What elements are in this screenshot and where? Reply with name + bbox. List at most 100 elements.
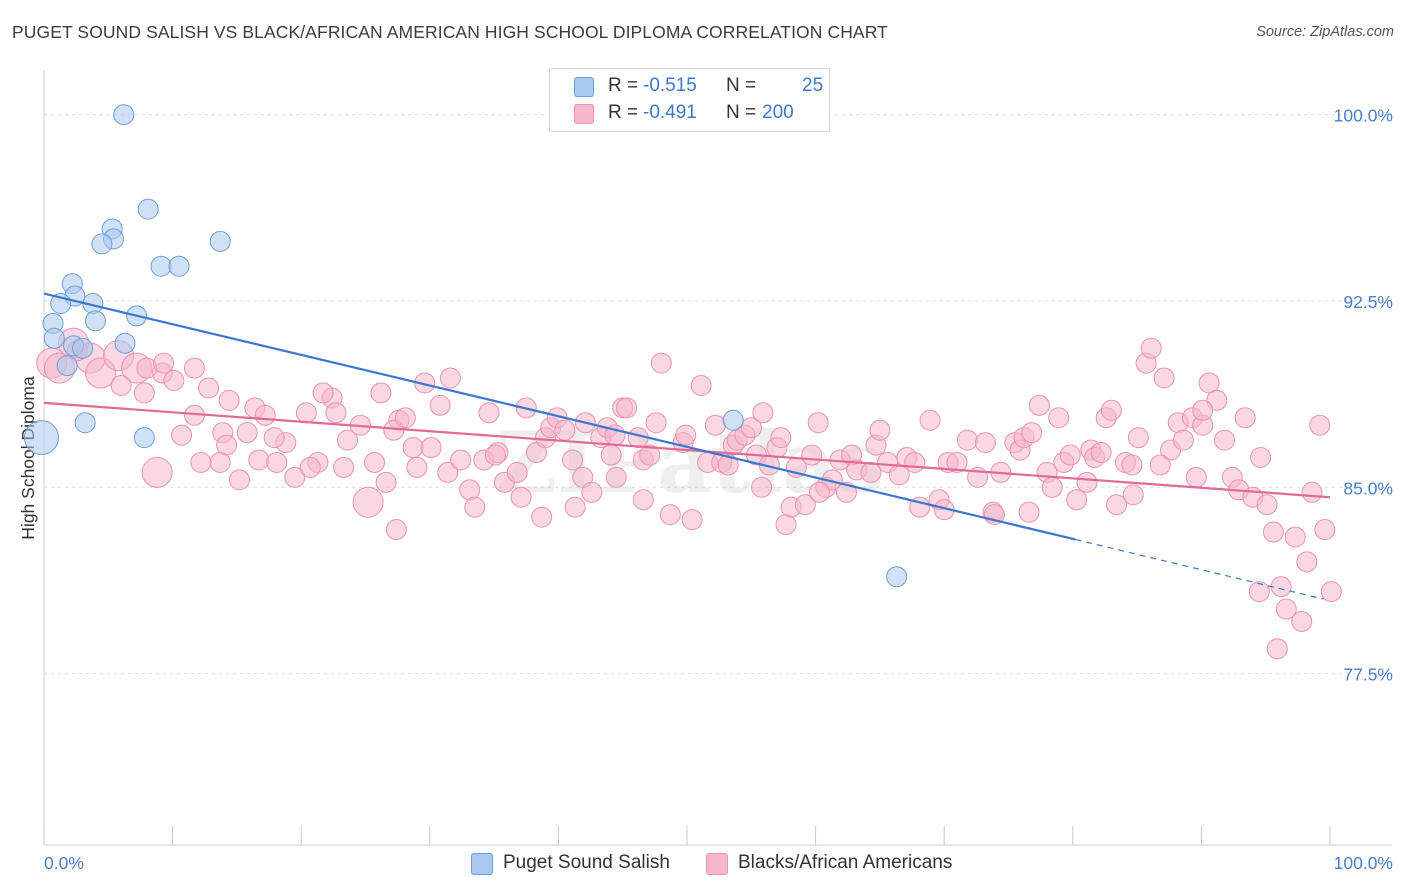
source-label: Source: ZipAtlas.com bbox=[1256, 24, 1394, 40]
data-point bbox=[236, 422, 258, 444]
data-point bbox=[1296, 551, 1318, 573]
data-point bbox=[375, 471, 397, 493]
data-point bbox=[228, 469, 250, 491]
data-point bbox=[1266, 638, 1288, 660]
data-point bbox=[1198, 372, 1220, 394]
data-point bbox=[775, 514, 797, 536]
data-point bbox=[133, 382, 155, 404]
data-point bbox=[1041, 476, 1063, 498]
trend-line-salish bbox=[43, 292, 1076, 541]
data-point bbox=[1153, 367, 1175, 389]
data-point bbox=[406, 456, 428, 478]
series-salish bbox=[23, 104, 908, 588]
data-point bbox=[1275, 598, 1297, 620]
data-point bbox=[478, 402, 500, 424]
data-point bbox=[605, 466, 627, 488]
data-point bbox=[429, 394, 451, 416]
data-point bbox=[163, 369, 185, 391]
y-tick-label: 100.0% bbox=[1334, 106, 1393, 126]
data-point bbox=[74, 412, 96, 434]
data-point bbox=[1140, 337, 1162, 359]
data-point bbox=[370, 382, 392, 404]
legend-r-value: -0.491 bbox=[643, 102, 697, 123]
data-point bbox=[645, 412, 667, 434]
data-point bbox=[437, 461, 459, 483]
data-point bbox=[171, 424, 193, 446]
data-point bbox=[1301, 481, 1323, 503]
data-point bbox=[1028, 394, 1050, 416]
data-point bbox=[704, 414, 726, 436]
data-point bbox=[562, 449, 584, 471]
data-point bbox=[956, 429, 978, 451]
data-point bbox=[1149, 454, 1171, 476]
data-point bbox=[110, 374, 132, 396]
data-point bbox=[1122, 484, 1144, 506]
data-point bbox=[248, 449, 270, 471]
bottom-legend-swatch-black bbox=[706, 853, 728, 875]
data-point bbox=[1185, 466, 1207, 488]
data-point bbox=[254, 404, 276, 426]
data-point bbox=[364, 451, 386, 473]
data-point bbox=[1256, 494, 1278, 516]
data-point bbox=[1262, 521, 1284, 543]
y-tick-label: 92.5% bbox=[1343, 292, 1393, 312]
data-point bbox=[752, 402, 774, 424]
data-point bbox=[510, 486, 532, 508]
data-point bbox=[794, 494, 816, 516]
data-point bbox=[266, 451, 288, 473]
data-point bbox=[1066, 489, 1088, 511]
legend-r-label: R = bbox=[608, 75, 639, 96]
trend-line-black bbox=[43, 401, 1331, 499]
data-point bbox=[835, 481, 857, 503]
data-point bbox=[801, 444, 823, 466]
data-point bbox=[722, 409, 744, 431]
data-point bbox=[600, 444, 622, 466]
data-point bbox=[484, 444, 506, 466]
data-point bbox=[675, 424, 697, 446]
data-point bbox=[1090, 442, 1112, 464]
chart-title: PUGET SOUND SALISH VS BLACK/AFRICAN AMER… bbox=[12, 22, 888, 42]
data-point bbox=[1106, 494, 1128, 516]
data-point bbox=[1100, 399, 1122, 421]
data-point bbox=[717, 454, 739, 476]
data-point bbox=[564, 496, 586, 518]
data-point bbox=[946, 451, 968, 473]
data-point bbox=[869, 419, 891, 441]
data-point bbox=[333, 456, 355, 478]
data-point bbox=[1291, 610, 1313, 632]
data-point bbox=[581, 481, 603, 503]
data-point bbox=[740, 417, 762, 439]
data-point bbox=[450, 449, 472, 471]
y-tick-label: 77.5% bbox=[1343, 665, 1393, 685]
data-point bbox=[336, 429, 358, 451]
data-point bbox=[1021, 422, 1043, 444]
data-point bbox=[325, 402, 347, 424]
data-point bbox=[459, 479, 481, 501]
trend-line-salish-extension bbox=[1075, 538, 1324, 600]
data-point bbox=[1320, 581, 1342, 603]
data-point bbox=[190, 451, 212, 473]
legend-r-value: -0.515 bbox=[643, 75, 697, 96]
bottom-legend-label-salish: Puget Sound Salish bbox=[503, 852, 670, 873]
data-point bbox=[113, 104, 135, 126]
data-point bbox=[639, 444, 661, 466]
data-point bbox=[420, 437, 442, 459]
data-point bbox=[91, 233, 113, 255]
data-point bbox=[394, 407, 416, 429]
data-point bbox=[198, 377, 220, 399]
data-point bbox=[554, 419, 576, 441]
data-point bbox=[464, 496, 486, 518]
data-point bbox=[385, 519, 407, 541]
data-point bbox=[72, 337, 94, 359]
bottom-legend-label-black: Blacks/African Americans bbox=[738, 852, 953, 873]
data-point bbox=[1018, 501, 1040, 523]
data-point bbox=[1076, 471, 1098, 493]
data-point bbox=[659, 504, 681, 526]
data-point bbox=[650, 352, 672, 374]
data-point bbox=[1234, 407, 1256, 429]
data-point bbox=[402, 437, 424, 459]
data-point bbox=[506, 461, 528, 483]
data-point bbox=[299, 456, 321, 478]
data-point bbox=[860, 461, 882, 483]
